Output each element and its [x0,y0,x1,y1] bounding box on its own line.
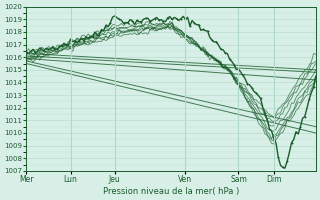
X-axis label: Pression niveau de la mer( hPa ): Pression niveau de la mer( hPa ) [103,187,239,196]
